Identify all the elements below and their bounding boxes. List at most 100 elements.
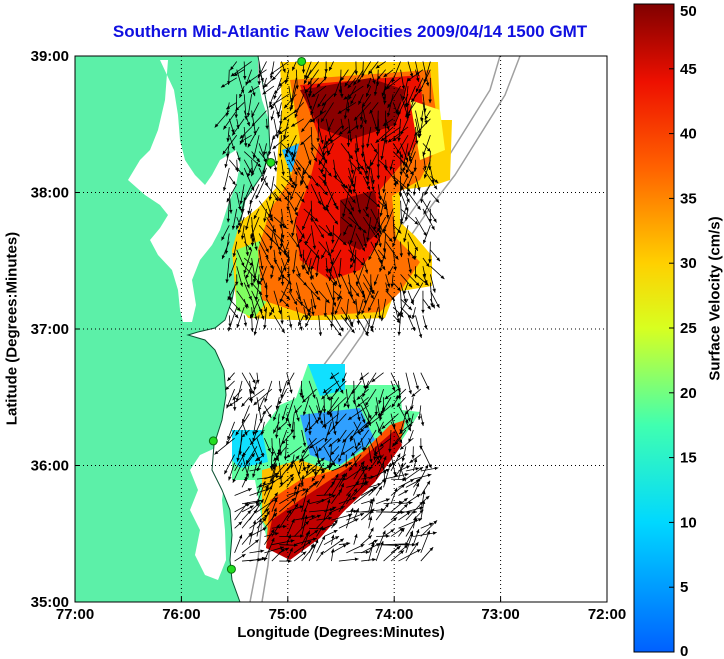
velocity-arrow-head <box>271 463 276 468</box>
velocity-arrow-head <box>240 171 244 176</box>
velocity-arrow-head <box>327 137 332 142</box>
velocity-arrow-head <box>407 77 412 82</box>
velocity-arrow <box>415 216 427 237</box>
velocity-arrow-head <box>410 479 415 483</box>
velocity-arrow-head <box>291 123 296 127</box>
velocity-arrow-head <box>423 79 427 84</box>
velocity-arrow-head <box>283 224 287 229</box>
velocity-arrow-head <box>269 101 273 106</box>
velocity-arrow-head <box>293 109 298 114</box>
velocity-arrow-head <box>368 415 372 420</box>
velocity-arrow <box>403 143 409 166</box>
velocity-arrow-head <box>394 180 399 185</box>
velocity-arrow-head <box>397 312 402 317</box>
velocity-arrow-head <box>388 237 393 242</box>
velocity-arrow <box>266 233 282 251</box>
velocity-arrow-head <box>390 529 395 533</box>
velocity-arrow-head <box>325 299 330 304</box>
velocity-arrow-head <box>381 266 386 271</box>
colorbar-tick-label: 15 <box>680 450 697 467</box>
velocity-arrow-head <box>292 435 296 440</box>
velocity-arrow-head <box>364 424 369 428</box>
velocity-arrow-head <box>243 197 247 202</box>
velocity-arrow-head <box>413 167 417 172</box>
velocity-arrow-head <box>337 296 341 301</box>
velocity-arrow-head <box>329 139 333 144</box>
velocity-arrow-head <box>322 409 327 413</box>
velocity-arrow-head <box>248 89 253 93</box>
velocity-arrow <box>320 102 334 123</box>
velocity-arrow-head <box>238 534 243 539</box>
velocity-arrow-head <box>350 100 354 105</box>
velocity-arrow-head <box>327 151 331 156</box>
velocity-arrow-head <box>348 416 353 420</box>
velocity-arrow-head <box>240 262 245 267</box>
velocity-arrow-head <box>305 488 309 493</box>
velocity-arrow-head <box>337 332 342 337</box>
velocity-arrow <box>323 498 330 521</box>
velocity-arrow <box>400 200 402 223</box>
velocity-arrow <box>413 532 437 537</box>
velocity-arrow-head <box>270 71 275 75</box>
velocity-arrow-head <box>241 554 246 558</box>
velocity-arrow-head <box>415 88 420 93</box>
velocity-arrow-head <box>303 80 308 85</box>
velocity-arrow <box>415 110 421 135</box>
y-tick-label: 35:00 <box>31 594 69 611</box>
velocity-arrow <box>301 488 308 513</box>
velocity-arrow-head <box>380 137 385 141</box>
velocity-arrow-head <box>230 66 234 71</box>
velocity-arrow <box>385 241 399 260</box>
velocity-arrow <box>361 509 385 513</box>
velocity-arrow <box>269 61 290 75</box>
velocity-arrow-head <box>440 275 445 280</box>
velocity-arrow-head <box>378 455 382 460</box>
velocity-arrow-head <box>265 484 269 489</box>
velocity-arrow-head <box>242 418 246 423</box>
velocity-arrow-head <box>250 234 254 239</box>
velocity-arrow-head <box>279 121 283 125</box>
velocity-arrow-head <box>247 79 252 83</box>
velocity-arrow <box>226 257 230 284</box>
velocity-arrow-head <box>323 159 328 164</box>
velocity-arrow-head <box>392 424 396 429</box>
velocity-arrow <box>295 159 312 179</box>
velocity-arrow-head <box>422 490 426 495</box>
velocity-arrow-head <box>378 196 382 201</box>
velocity-arrow-head <box>265 254 269 259</box>
velocity-arrow-head <box>350 169 354 174</box>
velocity-arrow-head <box>275 134 279 139</box>
velocity-arrow-head <box>366 84 371 89</box>
velocity-arrow-head <box>288 288 293 293</box>
velocity-arrow-head <box>224 250 229 255</box>
velocity-arrow-head <box>382 480 387 485</box>
velocity-arrow-head <box>387 103 391 108</box>
velocity-arrow-head <box>397 287 401 292</box>
velocity-arrow-head <box>278 400 282 405</box>
velocity-arrow-head <box>311 311 315 316</box>
velocity-arrow-head <box>277 246 282 251</box>
velocity-arrow-head <box>292 154 296 159</box>
velocity-arrow <box>253 413 258 436</box>
velocity-arrow-head <box>214 450 219 455</box>
velocity-arrow-head <box>326 431 331 436</box>
velocity-arrow-head <box>399 430 403 435</box>
velocity-arrow <box>303 241 320 259</box>
velocity-arrow-head <box>349 258 354 263</box>
velocity-arrow <box>243 233 249 256</box>
velocity-arrow <box>273 77 282 100</box>
velocity-arrow-head <box>291 157 295 162</box>
velocity-arrow-head <box>390 283 394 288</box>
velocity-arrow-head <box>404 173 409 178</box>
velocity-arrow-head <box>315 273 319 277</box>
velocity-arrow-head <box>294 503 299 508</box>
velocity-arrow-head <box>415 385 419 390</box>
velocity-arrow <box>420 446 432 469</box>
velocity-arrow-head <box>408 283 413 288</box>
velocity-arrow-head <box>248 532 253 537</box>
velocity-arrow <box>278 509 292 529</box>
velocity-arrow-head <box>278 277 282 282</box>
velocity-arrow-head <box>349 240 353 245</box>
velocity-arrow-head <box>266 510 270 515</box>
